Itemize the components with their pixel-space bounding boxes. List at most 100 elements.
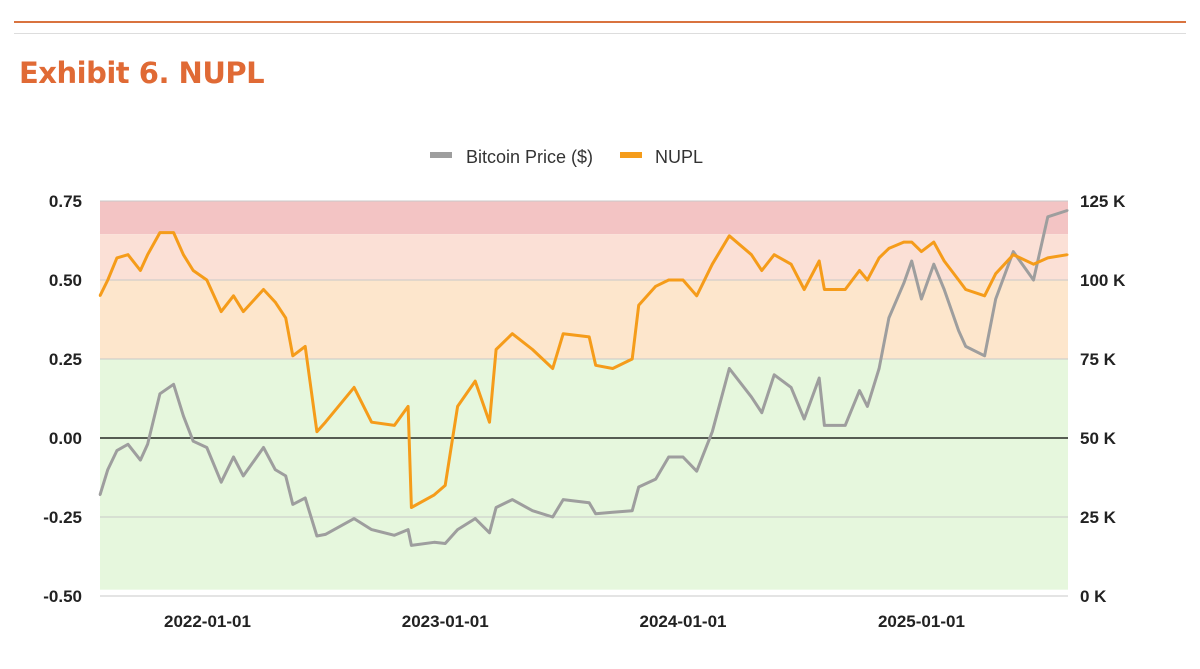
price-point [866, 405, 869, 408]
nupl-point [219, 310, 223, 313]
price-point [637, 485, 640, 489]
price-point [594, 512, 597, 516]
price-point [432, 541, 436, 544]
nupl-point [561, 332, 565, 335]
legend-swatch-price [430, 152, 452, 158]
nupl-point [432, 493, 436, 497]
price-point [943, 288, 946, 291]
nupl-point [106, 278, 110, 282]
price-point [631, 509, 634, 512]
nupl-point [802, 288, 806, 291]
nupl-point [352, 386, 356, 389]
price-point [115, 449, 119, 452]
nupl-point [588, 335, 591, 339]
nupl-point [957, 278, 960, 282]
price-point [158, 392, 162, 395]
top-rule [14, 21, 1186, 23]
y-right-tick: 25 K [1080, 508, 1117, 527]
price-point [219, 481, 223, 484]
nupl-point [844, 288, 847, 291]
nupl-point [711, 263, 714, 266]
price-point [858, 389, 861, 392]
price-point [494, 506, 498, 509]
price-point [802, 417, 806, 421]
nupl-point [262, 288, 265, 291]
nupl-point [773, 253, 776, 256]
price-point [902, 281, 906, 285]
price-point [274, 468, 277, 471]
price-point [964, 345, 967, 348]
price-point [474, 517, 477, 520]
nupl-point [406, 405, 410, 408]
y-left-tick: -0.25 [43, 508, 82, 527]
nupl-point [695, 294, 698, 297]
y-right-tick: 50 K [1080, 429, 1117, 448]
nupl-point [983, 294, 986, 297]
legend-swatch-nupl [620, 152, 642, 158]
nupl-point [760, 269, 764, 272]
nupl-point [817, 259, 821, 263]
nupl-point [370, 421, 373, 424]
nupl-point [667, 278, 670, 282]
nupl-point [943, 259, 946, 263]
nupl-point [594, 364, 597, 367]
nupl-point [191, 269, 195, 272]
y-right-tick: 0 K [1080, 587, 1107, 606]
nupl-line [98, 231, 1068, 509]
nupl-point [291, 354, 295, 358]
nupl-point [158, 231, 162, 234]
nupl-point [932, 240, 936, 244]
y-right-tick: 75 K [1080, 350, 1117, 369]
nupl-point [910, 240, 913, 244]
nupl-point [232, 294, 235, 297]
nupl-point [315, 430, 319, 433]
y-left-tick: 0.50 [49, 271, 82, 290]
nupl-point [182, 253, 185, 256]
y-left-tick: -0.50 [43, 587, 82, 606]
price-point [205, 446, 209, 449]
y-left-tick: 0.25 [49, 350, 82, 369]
legend: Bitcoin Price ($) NUPL [430, 147, 703, 167]
price-point [760, 411, 764, 414]
y-right-tick: 125 K [1080, 192, 1126, 211]
nupl-point [1032, 263, 1035, 266]
y-left-tick: 0.00 [49, 429, 82, 448]
price-point [957, 329, 960, 332]
price-point [139, 458, 142, 462]
price-point [242, 474, 245, 478]
nupl-point [858, 269, 861, 272]
price-point [711, 430, 714, 433]
price-point [844, 424, 847, 427]
price-point [611, 511, 614, 514]
y-left-tick: 0.75 [49, 192, 82, 211]
nupl-point [1066, 253, 1069, 256]
nupl-point [274, 300, 277, 304]
price-point [182, 414, 185, 418]
price-point [126, 443, 130, 446]
band-1 [100, 234, 1068, 280]
price-point [817, 376, 821, 380]
nupl-point [393, 424, 396, 427]
nupl-point [115, 256, 119, 260]
nupl-point [611, 367, 614, 370]
price-point [191, 439, 195, 443]
nupl-point [126, 253, 130, 256]
nupl-point [920, 250, 923, 253]
price-point [324, 533, 327, 536]
price-point [284, 474, 287, 478]
nupl-point [823, 288, 826, 291]
price-point [262, 446, 265, 449]
nupl-point [303, 345, 307, 348]
exhibit-title: Exhibit 6. NUPL [19, 56, 265, 90]
top-rule-thin [14, 33, 1186, 34]
price-point [303, 496, 307, 500]
price-point [932, 263, 936, 266]
legend-label-price: Bitcoin Price ($) [466, 147, 593, 167]
price-point [406, 528, 410, 531]
price-point [551, 515, 554, 519]
price-point [789, 386, 793, 389]
price-point [410, 544, 413, 547]
band-0 [100, 201, 1068, 235]
nupl-point [681, 278, 685, 282]
